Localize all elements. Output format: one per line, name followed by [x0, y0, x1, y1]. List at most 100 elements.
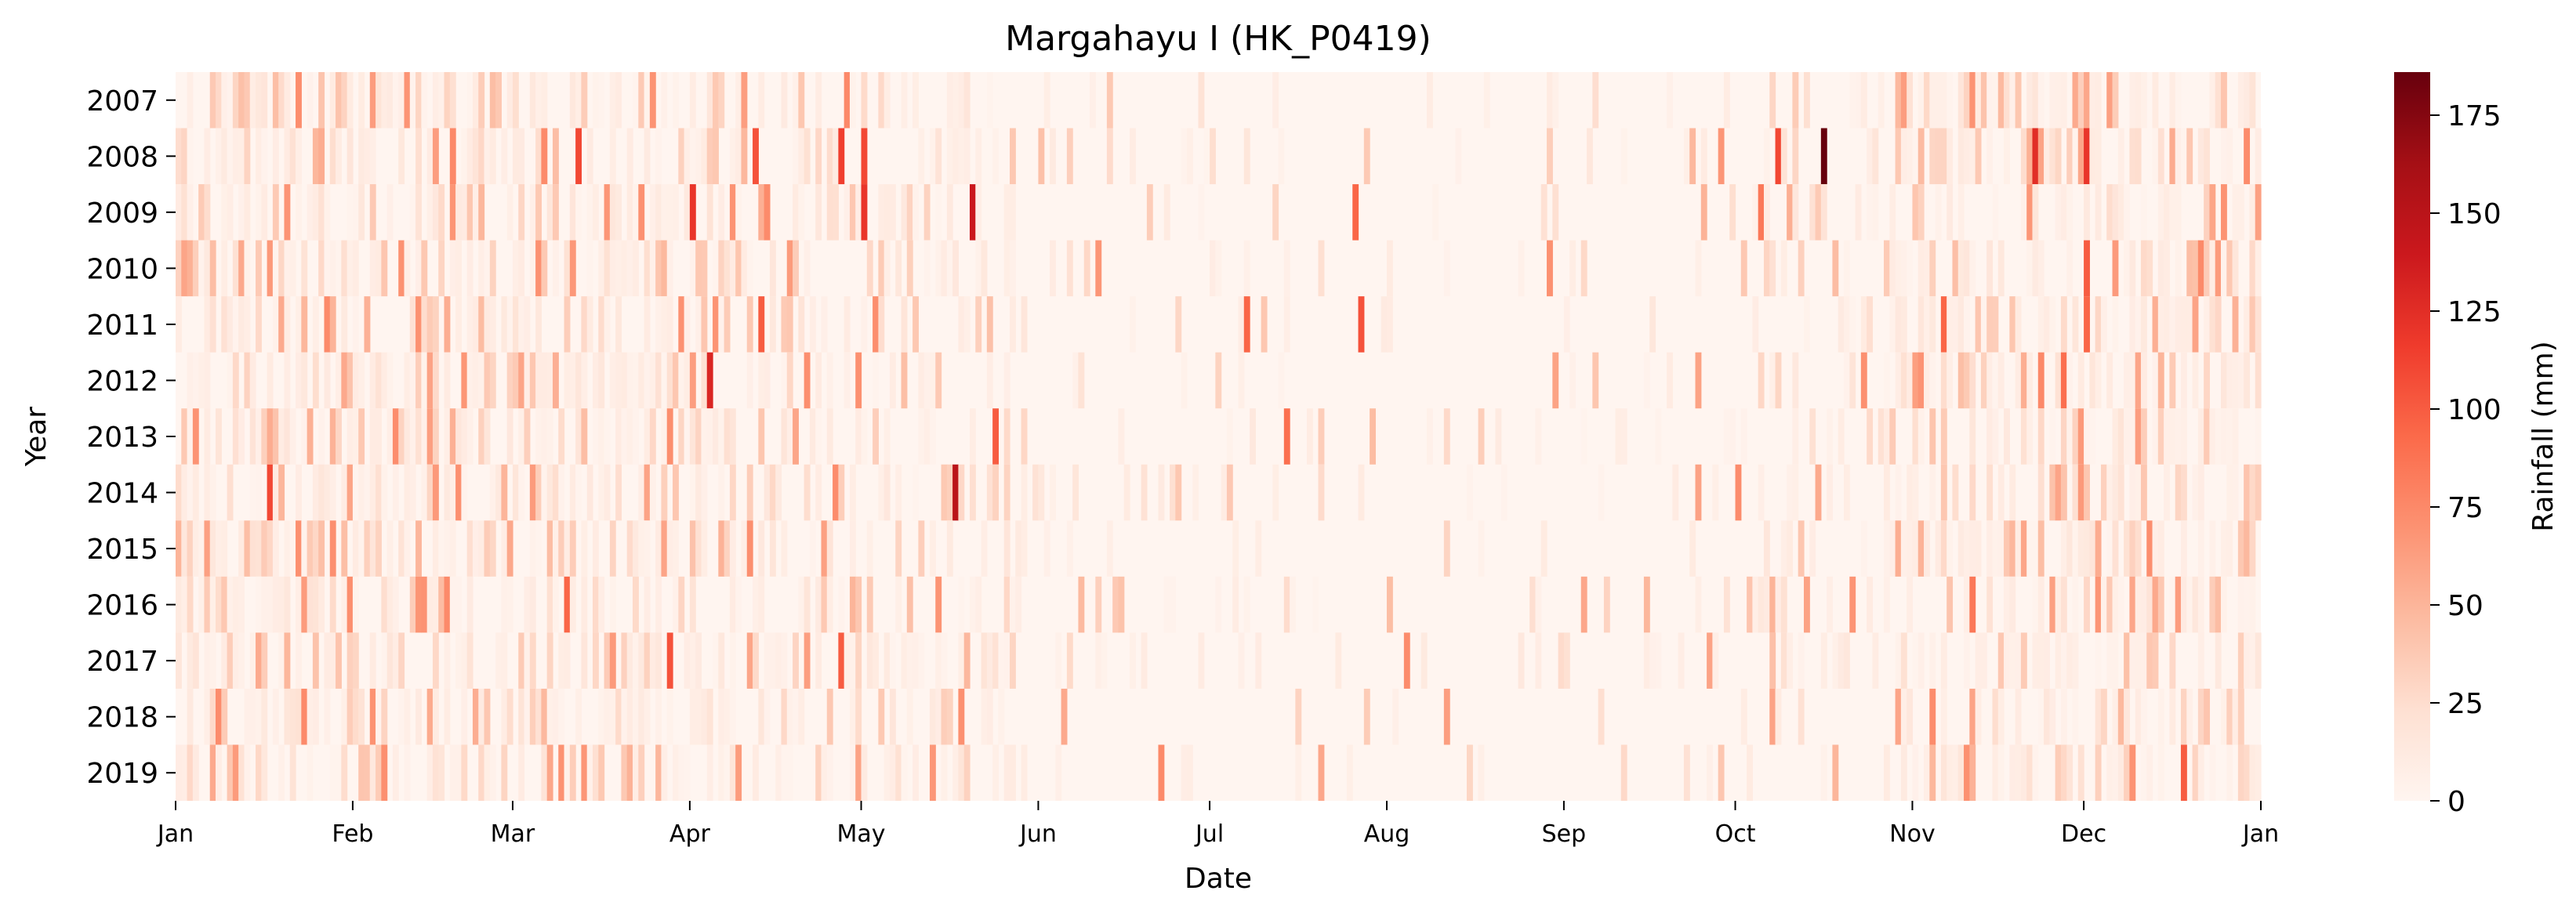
- heatmap-cell: [369, 688, 376, 745]
- heatmap-cell: [2060, 688, 2067, 745]
- heatmap-cell: [358, 520, 365, 577]
- heatmap-cell: [238, 632, 245, 689]
- heatmap-cell: [2169, 184, 2176, 241]
- heatmap-cell: [2226, 520, 2233, 577]
- heatmap-cell: [2164, 240, 2170, 297]
- heatmap-cell: [204, 688, 211, 745]
- heatmap-cell: [1969, 464, 1976, 521]
- heatmap-cell: [1540, 520, 1547, 577]
- heatmap-cell: [998, 688, 1005, 745]
- heatmap-cell: [2095, 72, 2102, 129]
- heatmap-cell: [1917, 72, 1925, 129]
- heatmap-cell: [981, 632, 988, 689]
- heatmap-cell: [221, 240, 228, 297]
- heatmap-cell: [1707, 632, 1713, 689]
- heatmap-cell: [866, 632, 873, 689]
- heatmap-cell: [1295, 744, 1302, 801]
- heatmap-cell: [815, 408, 822, 465]
- heatmap-cell: [438, 744, 445, 801]
- heatmap-cell: [2117, 408, 2124, 465]
- heatmap-cell: [198, 240, 205, 297]
- heatmap-cell: [256, 632, 262, 689]
- heatmap-cell: [2237, 632, 2244, 689]
- heatmap-cell: [1872, 184, 1879, 241]
- heatmap-cell: [1917, 296, 1925, 353]
- heatmap-cell: [1952, 240, 1959, 297]
- heatmap-cell: [2055, 72, 2062, 129]
- heatmap-cell: [706, 184, 713, 241]
- heatmap-cell: [2049, 296, 2056, 353]
- heatmap-cell: [895, 240, 902, 297]
- heatmap-cell: [615, 688, 622, 745]
- heatmap-cell: [901, 184, 908, 241]
- heatmap-cell: [369, 184, 376, 241]
- heatmap-cell: [969, 184, 976, 241]
- heatmap-cell: [176, 744, 182, 801]
- heatmap-cell: [1844, 240, 1850, 297]
- heatmap-cell: [461, 352, 468, 409]
- heatmap-cell: [238, 72, 245, 129]
- heatmap-cell: [975, 184, 982, 241]
- heatmap-cell: [815, 184, 822, 241]
- heatmap-cell: [2226, 240, 2233, 297]
- heatmap-cell: [901, 352, 908, 409]
- heatmap-cell: [781, 744, 788, 801]
- heatmap-cell: [2020, 632, 2027, 689]
- heatmap-cell: [415, 72, 422, 129]
- heatmap-cell: [444, 72, 451, 129]
- heatmap-cell: [358, 184, 365, 241]
- heatmap-cell: [2084, 464, 2090, 521]
- heatmap-cell: [2049, 688, 2056, 745]
- heatmap-cell: [176, 296, 182, 353]
- heatmap-cell: [484, 520, 491, 577]
- heatmap-cell: [1844, 352, 1850, 409]
- heatmap-cell: [364, 128, 371, 185]
- heatmap-cell: [2249, 296, 2256, 353]
- heatmap-cell: [941, 464, 948, 521]
- heatmap-cell: [1952, 464, 1959, 521]
- heatmap-cell: [2164, 408, 2170, 465]
- heatmap-cell: [392, 464, 399, 521]
- heatmap-cell: [1175, 464, 1182, 521]
- heatmap-cell: [2180, 352, 2187, 409]
- heatmap-cell: [1695, 464, 1702, 521]
- heatmap-cell: [2220, 128, 2227, 185]
- heatmap-cell: [192, 464, 199, 521]
- heatmap-cell: [478, 72, 485, 129]
- heatmap-cell: [227, 72, 234, 129]
- heatmap-cell: [552, 128, 559, 185]
- colorbar-tick-label: 100: [2447, 394, 2502, 426]
- heatmap-cell: [2112, 632, 2119, 689]
- heatmap-cell: [1878, 72, 1885, 129]
- heatmap-cell: [181, 240, 188, 297]
- heatmap-cell: [918, 632, 925, 689]
- heatmap-cell: [689, 632, 696, 689]
- heatmap-cell: [1924, 240, 1930, 297]
- heatmap-cell: [1015, 576, 1022, 633]
- heatmap-cell: [1010, 128, 1016, 185]
- heatmap-cell: [2244, 352, 2251, 409]
- heatmap-cell: [741, 520, 748, 577]
- heatmap-cell: [1889, 184, 1896, 241]
- heatmap-cell: [489, 240, 496, 297]
- heatmap-cell: [666, 408, 673, 465]
- heatmap-cell: [249, 72, 256, 129]
- heatmap-cell: [1975, 128, 1982, 185]
- heatmap-cell: [838, 464, 845, 521]
- heatmap-cell: [181, 184, 188, 241]
- heatmap-cell: [1643, 576, 1650, 633]
- heatmap-cell: [2117, 128, 2124, 185]
- heatmap-cell: [329, 296, 336, 353]
- heatmap-cell: [324, 352, 331, 409]
- heatmap-cell: [176, 240, 182, 297]
- heatmap-cell: [1752, 576, 1759, 633]
- heatmap-cell: [284, 520, 291, 577]
- heatmap-cell: [2135, 520, 2142, 577]
- heatmap-cell: [352, 688, 359, 745]
- heatmap-cell: [689, 240, 696, 297]
- heatmap-cell: [261, 520, 268, 577]
- heatmap-cell: [706, 408, 713, 465]
- heatmap-cell: [512, 296, 519, 353]
- heatmap-cell: [2077, 464, 2084, 521]
- heatmap-cell: [609, 632, 616, 689]
